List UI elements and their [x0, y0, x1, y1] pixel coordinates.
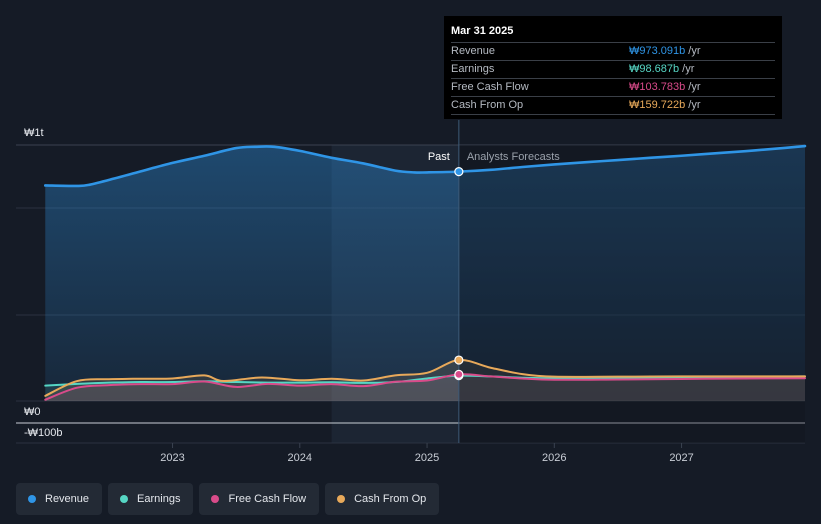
tooltip-date: Mar 31 2025 [451, 23, 775, 43]
legend: Revenue Earnings Free Cash Flow Cash Fro… [16, 483, 440, 515]
legend-item-cash-from-op[interactable]: Cash From Op [325, 483, 440, 515]
tooltip-value: ₩973.091b [629, 45, 686, 57]
x-tick-label: 2027 [669, 452, 693, 464]
y-axis: ₩1t ₩0 -₩100b [24, 127, 63, 439]
legend-label: Free Cash Flow [228, 493, 307, 505]
x-axis: 2023 2024 2025 2026 2027 [160, 443, 694, 464]
y-tick-label: -₩100b [24, 427, 63, 439]
legend-label: Earnings [137, 493, 181, 505]
tooltip-row-cash-from-op: Cash From Op ₩159.722b /yr [451, 97, 775, 115]
tooltip-row-free-cash-flow: Free Cash Flow ₩103.783b /yr [451, 79, 775, 97]
legend-dot-icon [211, 495, 220, 503]
cash-from-op-marker [454, 355, 464, 365]
earnings-line [44, 374, 806, 387]
tooltip-value: ₩98.687b [629, 63, 680, 75]
free-cash-flow-marker [454, 369, 464, 379]
tooltip: Mar 31 2025 Revenue ₩973.091b /yr Earnin… [444, 16, 782, 119]
tooltip-row-revenue: Revenue ₩973.091b /yr [451, 43, 775, 61]
x-tick-label: 2025 [415, 452, 439, 464]
free-cash-flow-area [45, 374, 806, 401]
legend-label: Revenue [45, 493, 90, 505]
tooltip-label: Cash From Op [451, 99, 524, 111]
past-label: Past [428, 151, 450, 163]
x-tick-label: 2026 [542, 452, 566, 464]
tooltip-label: Revenue [451, 45, 496, 57]
legend-item-free-cash-flow[interactable]: Free Cash Flow [199, 483, 320, 515]
tooltip-label: Free Cash Flow [451, 81, 529, 93]
earnings-area [45, 375, 806, 401]
tooltip-unit: /yr [688, 45, 701, 57]
x-tick-label: 2024 [288, 452, 312, 464]
legend-item-revenue[interactable]: Revenue [16, 483, 103, 515]
revenue-line [43, 144, 807, 188]
x-tick-label: 2023 [160, 452, 184, 464]
tooltip-label: Earnings [451, 63, 495, 75]
legend-dot-icon [120, 495, 129, 503]
tooltip-row-earnings: Earnings ₩98.687b /yr [451, 61, 775, 79]
legend-item-earnings[interactable]: Earnings [108, 483, 194, 515]
forecast-overlay [458, 145, 805, 443]
tooltip-value: ₩103.783b [629, 81, 686, 93]
hover-markers [454, 167, 464, 381]
y-tick-label: ₩1t [24, 127, 44, 139]
cash-from-op-line [44, 359, 806, 397]
forecast-label: Analysts Forecasts [467, 151, 560, 163]
legend-dot-icon [28, 495, 36, 503]
legend-label: Cash From Op [354, 493, 427, 505]
tooltip-unit: /yr [682, 63, 695, 75]
legend-dot-icon [337, 495, 346, 503]
tooltip-unit: /yr [688, 99, 701, 111]
tooltip-value: ₩159.722b [629, 99, 686, 111]
revenue-marker [454, 167, 464, 177]
free-cash-flow-line [44, 373, 806, 401]
revenue-area [45, 146, 806, 401]
series-lines [43, 144, 807, 401]
tooltip-unit: /yr [688, 81, 701, 93]
y-tick-label: ₩0 [24, 406, 41, 418]
